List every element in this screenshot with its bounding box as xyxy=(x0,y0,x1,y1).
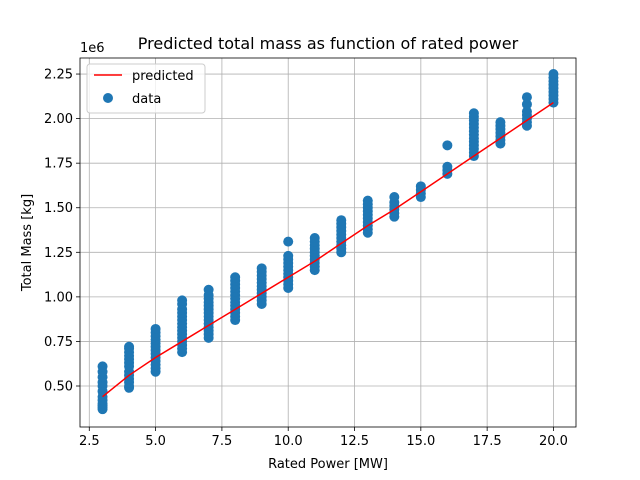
data-point xyxy=(521,99,532,110)
y-tick-label: 0.50 xyxy=(44,380,73,395)
data-point xyxy=(309,233,320,244)
y-tick-label: 2.00 xyxy=(44,112,73,127)
data-point xyxy=(336,215,347,226)
data-point xyxy=(442,140,453,151)
data-point xyxy=(362,195,373,206)
x-tick-label: 5.0 xyxy=(145,434,166,449)
legend: predicted data xyxy=(86,63,206,114)
data-point xyxy=(124,341,135,352)
x-tick-label: 7.5 xyxy=(212,434,233,449)
x-tick-label: 17.5 xyxy=(473,434,502,449)
data-point xyxy=(548,69,559,80)
data-point xyxy=(203,284,214,295)
data-point xyxy=(521,92,532,103)
data-point xyxy=(97,361,108,372)
legend-marker-swatch xyxy=(103,93,113,103)
grid-lines xyxy=(80,58,576,427)
y-offset-label: 1e6 xyxy=(80,41,105,56)
x-axis: 2.5 5.0 7.5 10.0 12.5 15.0 17.5 20.0 xyxy=(79,427,568,449)
legend-label-data: data xyxy=(132,92,161,107)
data-point xyxy=(150,323,161,334)
data-point xyxy=(495,117,506,128)
x-tick-label: 15.0 xyxy=(406,434,435,449)
predicted-line xyxy=(102,101,554,398)
data-point xyxy=(442,161,453,172)
y-axis-label: Total Mass [kg] xyxy=(20,194,35,292)
x-tick-label: 12.5 xyxy=(340,434,369,449)
data-point xyxy=(256,263,267,274)
data-point xyxy=(468,108,479,119)
x-tick-label: 20.0 xyxy=(539,434,568,449)
x-tick-label: 10.0 xyxy=(274,434,303,449)
plot-area xyxy=(97,69,559,415)
y-tick-label: 2.25 xyxy=(44,68,73,83)
y-tick-label: 1.75 xyxy=(44,157,73,172)
data-point xyxy=(283,236,294,247)
x-tick-label: 2.5 xyxy=(79,434,100,449)
y-tick-label: 1.25 xyxy=(44,246,73,261)
x-axis-label: Rated Power [MW] xyxy=(268,457,388,472)
y-tick-label: 0.75 xyxy=(44,335,73,350)
data-point xyxy=(521,106,532,117)
data-point xyxy=(177,295,188,306)
y-tick-label: 1.50 xyxy=(44,201,73,216)
legend-label-predicted: predicted xyxy=(132,69,194,84)
legend-box xyxy=(86,63,206,114)
data-point xyxy=(415,181,426,192)
data-point xyxy=(230,272,241,283)
data-point xyxy=(389,192,400,203)
data-point xyxy=(283,250,294,261)
y-tick-label: 1.00 xyxy=(44,290,73,305)
axes-frame xyxy=(79,57,577,428)
chart-title: Predicted total mass as function of rate… xyxy=(138,34,519,53)
y-axis: 0.50 0.75 1.00 1.25 1.50 1.75 2.00 2.25 xyxy=(44,68,80,395)
